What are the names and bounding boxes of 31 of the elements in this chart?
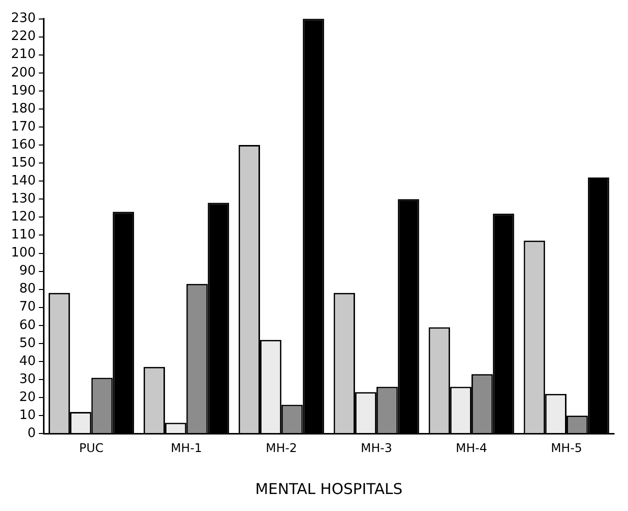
y-tick-label: 100 [10, 246, 36, 261]
y-tick-label: 90 [19, 264, 36, 279]
y-tick-label: 170 [10, 119, 36, 134]
x-tick-label: MH-1 [170, 440, 202, 455]
y-tick-label: 150 [10, 155, 36, 170]
y-tick-label: 190 [10, 83, 36, 98]
y-tick-label: 80 [19, 282, 36, 297]
y-tick-label: 130 [10, 192, 36, 207]
x-axis-title: MENTAL HOSPITALS [255, 480, 403, 498]
x-tick-label: MH-5 [550, 440, 582, 455]
y-tick-label: 20 [19, 390, 36, 405]
y-tick-label: 180 [10, 101, 36, 116]
y-tick-label: 50 [19, 336, 36, 351]
x-tick-label: MH-2 [266, 440, 298, 455]
y-tick-label: 230 [10, 11, 36, 26]
y-tick-label: 200 [10, 65, 36, 80]
y-tick-label: 160 [10, 137, 36, 152]
x-tick-label: PUC [79, 440, 104, 455]
y-tick-label: 210 [10, 47, 36, 62]
y-tick-label: 70 [19, 300, 36, 315]
y-tick-label: 120 [10, 210, 36, 225]
y-tick-label: 220 [10, 29, 36, 44]
y-tick-label: 60 [19, 318, 36, 333]
y-tick-label: 10 [19, 408, 36, 423]
y-tick-label: 110 [10, 228, 36, 243]
y-tick-label: 140 [10, 173, 36, 188]
y-tick-label: 0 [28, 426, 36, 441]
y-tick-label: 40 [19, 354, 36, 369]
x-tick-label: MH-4 [456, 440, 488, 455]
x-tick-label: MH-3 [360, 440, 392, 455]
y-tick-label: 30 [19, 372, 36, 387]
